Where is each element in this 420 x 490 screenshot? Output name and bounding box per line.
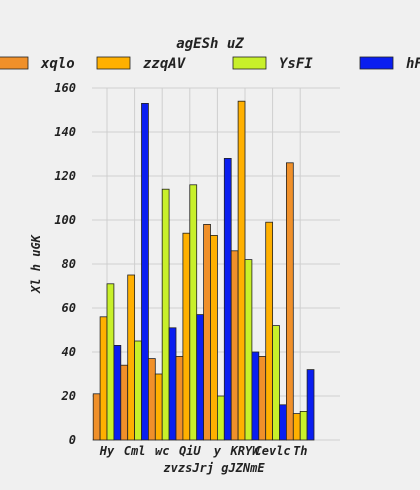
bar-xqlo-Th [285, 162, 294, 441]
bar-YsFI-Hy [106, 283, 115, 441]
x-tick-label: QiU [179, 444, 201, 458]
legend-label-xqlo: xqlo [40, 56, 75, 72]
y-tick-label: 100 [54, 213, 76, 227]
bar-hF-QiU [196, 314, 204, 441]
bar-zzqAV-Cml [127, 274, 135, 441]
x-tick-label: Cevlc [255, 444, 291, 458]
y-tick-label: 120 [54, 169, 76, 183]
bar-hF-wc [168, 327, 177, 441]
y-tick-label: 60 [62, 301, 76, 315]
bar-xqlo-Cml [120, 364, 129, 441]
x-tick-label: Cml [124, 444, 146, 458]
bar-YsFI-KRYW [244, 259, 253, 441]
bar-zzqAV-KRYW [237, 100, 246, 441]
bar-YsFI-Cml [134, 340, 142, 441]
bar-zzqAV-QiU [182, 232, 191, 441]
legend-swatch-hF [359, 56, 394, 70]
bar-zzqAV-Th [292, 413, 301, 441]
bar-YsFI-wc [161, 188, 170, 441]
bar-zzqAV-y [210, 234, 218, 441]
chart-title: agESh uZ [176, 36, 244, 52]
bar-xqlo-wc [147, 358, 156, 441]
bar-hF-Cevlc [279, 404, 287, 441]
y-axis-ticks: 0 20 40 60 80 100 120 140 160 [54, 81, 76, 447]
bar-YsFI-Th [299, 410, 308, 441]
legend-label-hF: hF [406, 56, 420, 72]
y-tick-label: 0 [69, 433, 76, 447]
y-tick-label: 160 [54, 81, 76, 95]
legend-swatch-YsFI [232, 56, 267, 70]
y-tick-label: 80 [62, 257, 76, 271]
y-axis-label: Xl h uGK [29, 233, 43, 294]
x-tick-label: Th [293, 444, 307, 458]
x-tick-label: y [213, 444, 222, 458]
bar-xqlo-y [203, 223, 211, 441]
bar-hF-y [223, 157, 232, 441]
bar-hF-Cml [141, 103, 149, 441]
legend-label-YsFI: YsFI [279, 56, 313, 72]
bar-zzqAV-Hy [99, 316, 108, 441]
x-tick-label: wc [155, 444, 169, 458]
bar-xqlo-QiU [175, 355, 184, 441]
legend: xqlo zzqAV YsFI hF [0, 56, 420, 72]
y-tick-label: 140 [54, 125, 76, 139]
bar-hF-KRYW [251, 351, 260, 441]
x-tick-label: KRYW [230, 444, 262, 458]
bar-hF-Th [306, 369, 315, 441]
bar-xqlo-Hy [92, 393, 101, 441]
y-tick-label: 20 [61, 389, 76, 403]
bar-YsFI-y [216, 395, 225, 441]
x-axis-label: zvzsJrj gJZNmE [163, 461, 265, 475]
bar-zzqAV-wc [154, 373, 163, 441]
legend-swatch-zzqAV [96, 56, 131, 70]
bar-hF-Hy [113, 344, 122, 441]
bar-zzqAV-Cevlc [265, 221, 274, 441]
legend-swatch-xqlo [0, 56, 29, 70]
bar-YsFI-Cevlc [272, 325, 280, 441]
y-tick-label: 40 [62, 345, 76, 359]
bars [92, 100, 315, 441]
legend-label-zzqAV: zzqAV [143, 56, 187, 72]
bar-xqlo-KRYW [230, 250, 239, 441]
x-tick-label: Hy [99, 444, 115, 458]
bar-YsFI-QiU [189, 184, 198, 441]
bar-xqlo-Cevlc [258, 355, 267, 441]
